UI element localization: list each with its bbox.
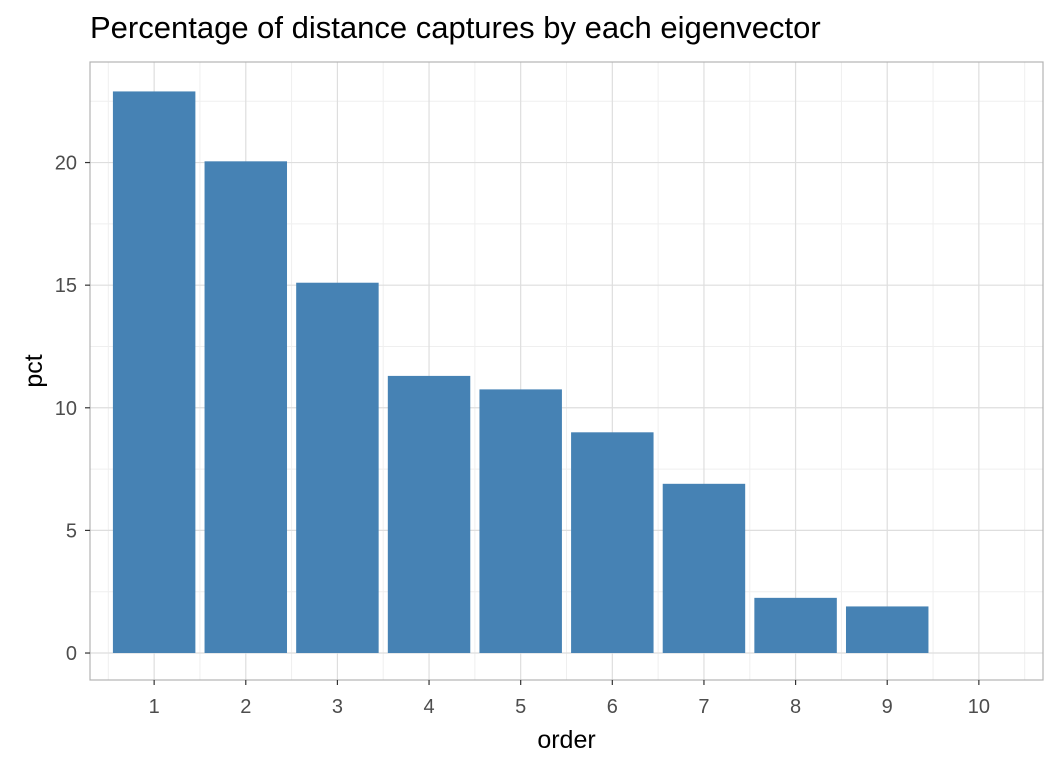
bar-9 <box>845 606 929 654</box>
bar-6 <box>571 432 654 654</box>
x-tick-label: 7 <box>698 696 709 718</box>
bar-1 <box>112 91 196 654</box>
bar-8 <box>754 597 837 654</box>
bar-4 <box>387 375 471 654</box>
x-tick-label: 9 <box>882 696 893 718</box>
bar-2 <box>204 161 288 654</box>
bar-3 <box>296 282 379 654</box>
y-tick-label: 0 <box>66 643 77 665</box>
x-tick-label: 8 <box>790 696 801 718</box>
x-tick-label: 4 <box>423 696 434 718</box>
x-tick-label: 10 <box>968 696 990 718</box>
x-tick-label: 5 <box>515 696 526 718</box>
bars-group <box>112 91 929 654</box>
y-axis-ticks: 0 5 10 15 20 <box>55 153 90 665</box>
x-tick-label: 1 <box>149 696 160 718</box>
x-tick-label: 3 <box>332 696 343 718</box>
x-axis-title: order <box>537 726 595 754</box>
x-tick-label: 2 <box>240 696 251 718</box>
chart-title: Percentage of distance captures by each … <box>90 10 821 45</box>
panel-border <box>89 61 1044 681</box>
x-axis-ticks: 1 2 3 4 5 6 7 8 9 10 <box>149 680 990 718</box>
y-tick-label: 5 <box>66 520 77 542</box>
bar-5 <box>479 389 562 654</box>
x-tick-label: 6 <box>607 696 618 718</box>
bar-7 <box>662 483 746 654</box>
y-axis-title: pct <box>20 354 48 387</box>
y-tick-label: 10 <box>55 398 77 420</box>
y-tick-label: 20 <box>55 153 77 175</box>
y-tick-label: 15 <box>55 275 77 297</box>
